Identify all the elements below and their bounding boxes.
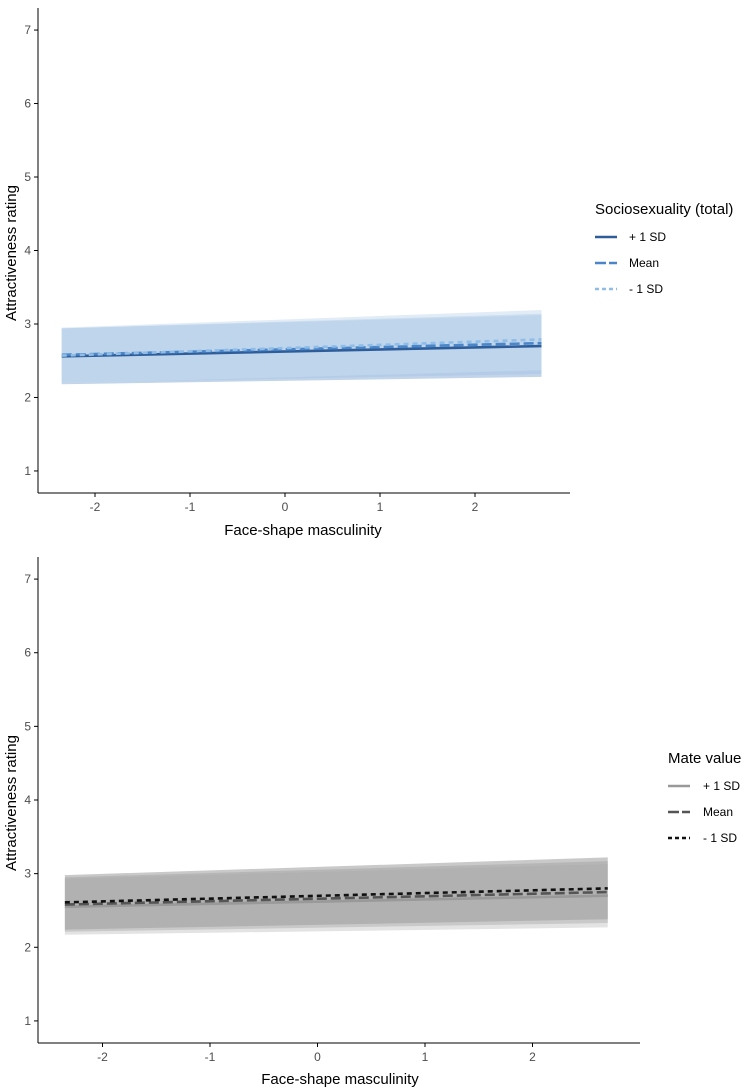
top-series-line-3 bbox=[61, 338, 542, 357]
top-legend-label-plus: + 1 SD bbox=[629, 230, 666, 244]
top-y-axis-label: Attractiveness rating bbox=[3, 185, 20, 321]
bottom-x-ticks: -2 -1 0 1 2 bbox=[97, 1043, 536, 1064]
top-legend: Sociosexuality (total) + 1 SD Mean - 1 S… bbox=[595, 201, 733, 296]
top-y-tick-label: 4 bbox=[24, 244, 31, 258]
top-legend-label-minus: - 1 SD bbox=[629, 282, 663, 296]
top-y-tick-label: 6 bbox=[24, 97, 31, 111]
top-x-tick-label: 1 bbox=[377, 500, 384, 514]
bottom-legend: Mate value + 1 SD Mean - 1 SD bbox=[668, 750, 741, 845]
bottom-y-tick-label: 4 bbox=[24, 793, 31, 807]
top-series-lines bbox=[61, 338, 542, 358]
bottom-series-line-1 bbox=[64, 894, 608, 909]
bottom-x-tick-label: 2 bbox=[529, 1050, 536, 1064]
bottom-y-tick-label: 7 bbox=[24, 572, 31, 586]
top-y-tick-label: 1 bbox=[24, 464, 31, 478]
bottom-series-line-2 bbox=[64, 890, 608, 906]
top-y-tick-label: 5 bbox=[24, 170, 31, 184]
bottom-x-tick-label: -2 bbox=[97, 1050, 108, 1064]
top-series-line-1 bbox=[61, 344, 542, 358]
top-legend-title: Sociosexuality (total) bbox=[595, 201, 733, 218]
top-x-tick-label: 0 bbox=[282, 500, 289, 514]
bottom-x-axis-label: Face-shape masculinity bbox=[261, 1071, 419, 1088]
bottom-y-tick-label: 2 bbox=[24, 940, 31, 954]
bottom-x-tick-label: 0 bbox=[314, 1050, 321, 1064]
bottom-x-tick-label: 1 bbox=[422, 1050, 429, 1064]
bottom-series-lines bbox=[64, 887, 608, 909]
bottom-legend-label-plus: + 1 SD bbox=[703, 779, 740, 793]
top-series-line-2 bbox=[61, 341, 542, 357]
bottom-y-ticks: 1 2 3 4 5 6 7 bbox=[24, 572, 38, 1028]
top-legend-keys bbox=[595, 235, 617, 291]
bottom-y-tick-label: 1 bbox=[24, 1014, 31, 1028]
top-y-tick-label: 2 bbox=[24, 390, 31, 404]
bottom-legend-label-minus: - 1 SD bbox=[703, 831, 737, 845]
top-x-tick-label: -1 bbox=[185, 500, 196, 514]
top-legend-label-mean: Mean bbox=[629, 256, 659, 270]
bottom-chart-panel: 1 2 3 4 5 6 7 -2 -1 0 1 2 Face-shape masculinity A… bbox=[3, 557, 741, 1088]
bottom-legend-title: Mate value bbox=[668, 750, 741, 767]
bottom-y-axis-label: Attractiveness rating bbox=[3, 735, 20, 871]
bottom-ci-band-3 bbox=[64, 857, 608, 930]
top-chart-panel: 1 2 3 4 5 6 7 -2 -1 0 1 2 Face-shape masculinity A… bbox=[3, 8, 733, 539]
top-x-tick-label: 2 bbox=[472, 500, 479, 514]
bottom-y-tick-label: 3 bbox=[24, 867, 31, 881]
bottom-legend-label-mean: Mean bbox=[703, 805, 733, 819]
bottom-series-line-3 bbox=[64, 887, 608, 904]
top-ci-band-3 bbox=[61, 310, 542, 384]
bottom-legend-keys bbox=[668, 784, 690, 840]
top-y-tick-label: 7 bbox=[24, 23, 31, 37]
bottom-x-tick-label: -1 bbox=[205, 1050, 216, 1064]
top-y-tick-label: 3 bbox=[24, 317, 31, 331]
top-x-tick-label: -2 bbox=[90, 500, 101, 514]
top-y-ticks: 1 2 3 4 5 6 7 bbox=[24, 23, 38, 478]
top-x-axis-label: Face-shape masculinity bbox=[224, 522, 382, 539]
bottom-y-tick-label: 6 bbox=[24, 646, 31, 660]
top-x-ticks: -2 -1 0 1 2 bbox=[90, 493, 479, 514]
bottom-y-tick-label: 5 bbox=[24, 719, 31, 733]
